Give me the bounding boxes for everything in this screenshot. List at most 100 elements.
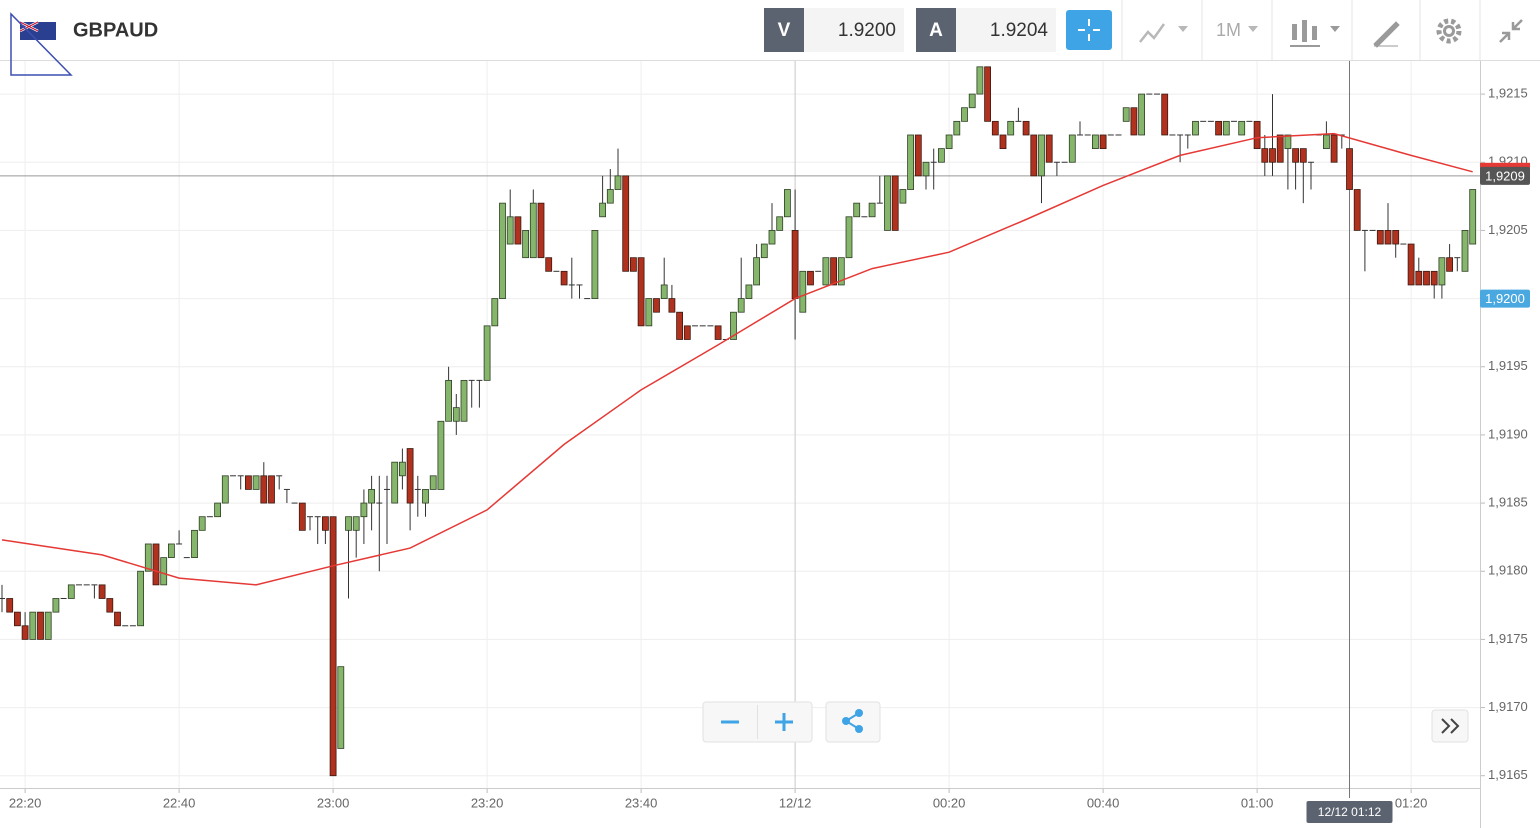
candle-body — [1138, 93, 1145, 136]
candle-body — [483, 325, 491, 381]
icon-part — [855, 709, 863, 717]
zoom-in[interactable] — [775, 713, 793, 731]
candle-body — [1446, 257, 1453, 272]
candle-body — [1415, 270, 1423, 286]
x-tick-label: 01:00 — [1241, 795, 1274, 810]
candle-body — [1215, 120, 1222, 136]
candle-body — [1292, 148, 1299, 163]
candle-body — [1330, 134, 1338, 163]
candle-body — [660, 284, 668, 299]
candle-body — [1261, 148, 1269, 163]
icon-part — [855, 725, 863, 733]
y-tick-label: 1,9165 — [1488, 767, 1528, 782]
dropdown-arrow — [1330, 26, 1340, 32]
ask-price: 1.9204 — [990, 20, 1049, 41]
draw-icon[interactable] — [1373, 21, 1400, 48]
share-box — [825, 701, 881, 743]
candle-body — [1045, 134, 1053, 163]
candle-body — [437, 420, 445, 490]
candle-body — [1068, 134, 1076, 163]
candle-body — [953, 120, 961, 136]
candle-body — [1222, 120, 1230, 136]
candle-body — [1269, 148, 1276, 163]
candle-body — [522, 230, 529, 259]
candle-body — [6, 598, 14, 613]
candle-body — [599, 202, 606, 218]
crosshair-label: 12/12 01:12 — [1318, 805, 1382, 819]
crosshair-button[interactable] — [1066, 10, 1112, 50]
flag-cross — [19, 21, 39, 32]
candle-body — [606, 189, 614, 204]
candle-body — [1407, 243, 1415, 286]
candle-body — [622, 175, 630, 272]
y-tick-label: 1,9175 — [1488, 631, 1528, 646]
candle-body — [776, 216, 784, 231]
candle-body — [514, 216, 522, 245]
candle-body — [445, 379, 453, 422]
candle-body — [98, 584, 106, 599]
candle-body — [167, 543, 175, 559]
timeframe[interactable]: 1M — [1216, 20, 1241, 40]
candle-body — [244, 475, 252, 490]
candle-body — [1430, 270, 1438, 286]
ask-box[interactable] — [956, 8, 1056, 52]
icon-part — [1292, 24, 1297, 40]
candle-body — [1099, 134, 1107, 150]
candle-body — [1423, 270, 1430, 286]
candle-body — [853, 202, 861, 218]
candle-body — [1392, 230, 1400, 245]
scroll-end-icon[interactable] — [1441, 718, 1460, 734]
candle-body — [252, 475, 260, 490]
collapse-icon[interactable] — [1499, 19, 1523, 43]
icon-part — [1302, 20, 1307, 42]
candle-body — [768, 230, 776, 245]
candle-body — [1346, 148, 1353, 190]
candle-body — [37, 611, 44, 640]
candle-body — [1299, 148, 1307, 163]
candle-body — [807, 270, 814, 286]
candle-body — [329, 516, 337, 777]
candle-body — [1030, 134, 1038, 177]
candle-body — [422, 489, 429, 504]
settings-icon[interactable] — [1436, 18, 1462, 44]
candle-body — [345, 516, 352, 531]
candle-icon[interactable] — [1290, 20, 1320, 47]
candle-body — [899, 189, 907, 204]
crosshair-label-box — [1306, 801, 1393, 823]
candle-body — [560, 270, 568, 286]
candle-body — [1276, 134, 1284, 163]
ask-badge[interactable] — [916, 8, 956, 52]
candle-body — [1469, 189, 1477, 245]
candle-body — [961, 107, 968, 122]
candle-body — [529, 202, 537, 259]
candle-body — [352, 516, 360, 531]
chart-type-icon[interactable] — [1139, 23, 1166, 43]
candle-body — [1238, 120, 1246, 136]
candle-body — [537, 202, 545, 259]
candle-body — [891, 175, 899, 231]
candle-body — [1122, 107, 1130, 122]
moving-average — [1, 132, 1473, 586]
bid-badge[interactable] — [764, 8, 804, 52]
candle-body — [545, 257, 553, 272]
candle-body — [799, 270, 807, 313]
candle-body — [21, 625, 29, 640]
candle-body — [837, 257, 845, 286]
x-tick-label: 23:00 — [317, 795, 350, 810]
candle-body — [268, 475, 275, 504]
candle-body — [614, 175, 622, 190]
candle-body — [368, 489, 376, 504]
candle-body — [114, 611, 121, 627]
candle-body — [1353, 189, 1361, 231]
x-tick-label: 22:20 — [9, 795, 42, 810]
share-icon[interactable] — [842, 709, 863, 733]
candle-body — [221, 475, 229, 504]
icon-part — [1290, 45, 1320, 47]
candle-body — [968, 93, 976, 109]
candle-body — [784, 189, 791, 218]
x-tick-label: 23:40 — [625, 795, 658, 810]
candle-body — [391, 461, 399, 504]
x-tick-label: 22:40 — [163, 795, 196, 810]
bid-box[interactable] — [804, 8, 904, 52]
